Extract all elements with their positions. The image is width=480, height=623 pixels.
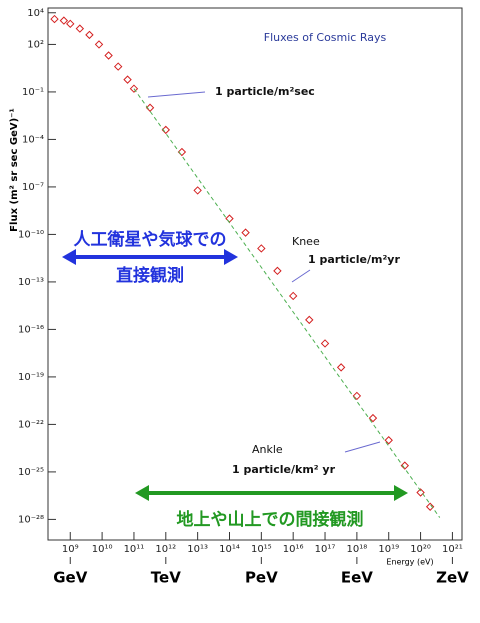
data-point [425,502,435,511]
y-tick-label: 10⁻²⁸ [18,514,44,525]
x-tick-label: 10¹⁰ [92,544,113,555]
unit-label: ZeV [436,569,469,587]
chart-title: Fluxes of Cosmic Rays [264,31,387,44]
plot-frame [47,7,463,541]
y-tick-label: 10⁻¹³ [18,277,44,288]
annotation: Ankle [252,443,283,456]
arrow-head [224,249,238,265]
data-point [104,51,113,60]
y-tick-label: 10⁴ [27,8,44,19]
y-tick-label: 10⁻⁴ [22,134,44,145]
data-point [145,103,155,112]
annotation-arrow [344,441,381,453]
annotation-arrow [291,269,311,283]
data-point [129,84,139,93]
x-tick-label: 10¹⁵ [251,544,272,555]
y-tick-label: 10⁻¹ [22,87,44,98]
x-tick-label: 10¹⁶ [283,544,304,555]
direct-label: 人工衛星や気球での [74,229,227,250]
x-tick-label: 10¹⁷ [315,544,336,555]
annotation: Knee [292,235,320,248]
y-axis-label: Flux (m² sr sec GeV)⁻¹ [9,108,20,232]
data-point [85,30,94,40]
y-tick-label: 10⁻²² [18,419,44,430]
y-tick-label: 10⁻²⁵ [18,467,44,478]
y-tick-label: 10⁻¹⁰ [18,229,44,240]
data-point [416,488,425,497]
data-point [305,315,314,325]
annotation-arrow [147,91,206,98]
data-point [336,363,346,372]
x-tick-label: 10¹³ [187,544,208,555]
data-point [94,40,104,49]
data-point [75,24,85,33]
indirect-label: 地上や山上での間接観測 [177,509,364,530]
data-point [113,62,123,71]
unit-label: PeV [245,569,278,587]
x-tick-label: 10¹¹ [124,544,145,555]
unit-label: GeV [53,569,87,587]
fit-line [133,88,441,518]
annotation: 1 particle/m²yr [308,253,400,266]
x-tick-label: 10⁹ [62,544,79,555]
data-point [384,436,393,445]
x-tick-label: 10¹⁴ [219,544,240,555]
direct-label: 直接観測 [116,265,184,286]
arrow-head [62,249,76,265]
unit-label: TeV [151,569,181,587]
data-point [193,186,202,195]
data-point [368,413,378,423]
data-point [352,391,362,401]
x-tick-label: 10¹⁹ [378,544,399,555]
data-point [177,147,187,157]
x-axis-label: Energy (eV) [386,558,433,567]
data-point [123,75,132,84]
annotation: 1 particle/m²sec [215,85,315,98]
y-tick-label: 10⁻¹⁶ [18,324,44,335]
x-tick-label: 10¹² [155,544,176,555]
y-tick-label: 10⁻⁷ [22,182,44,193]
annotation: 1 particle/km² yr [232,463,336,476]
data-point [66,19,75,29]
arrow-head [394,485,408,501]
y-tick-label: 10⁻¹⁹ [18,372,44,383]
data-point [59,16,69,25]
data-point [273,266,282,276]
data-point [161,125,171,135]
data-point [320,339,330,348]
data-point [288,291,298,301]
y-tick-label: 10² [27,39,44,50]
x-tick-label: 10²¹ [442,544,463,555]
unit-label: EeV [341,569,373,587]
x-tick-label: 10²⁰ [410,544,431,555]
data-point [50,14,59,24]
x-tick-label: 10¹⁸ [346,544,367,555]
arrow-head [135,485,149,501]
data-point [257,244,266,253]
data-point [241,228,250,237]
data-point [400,461,410,470]
